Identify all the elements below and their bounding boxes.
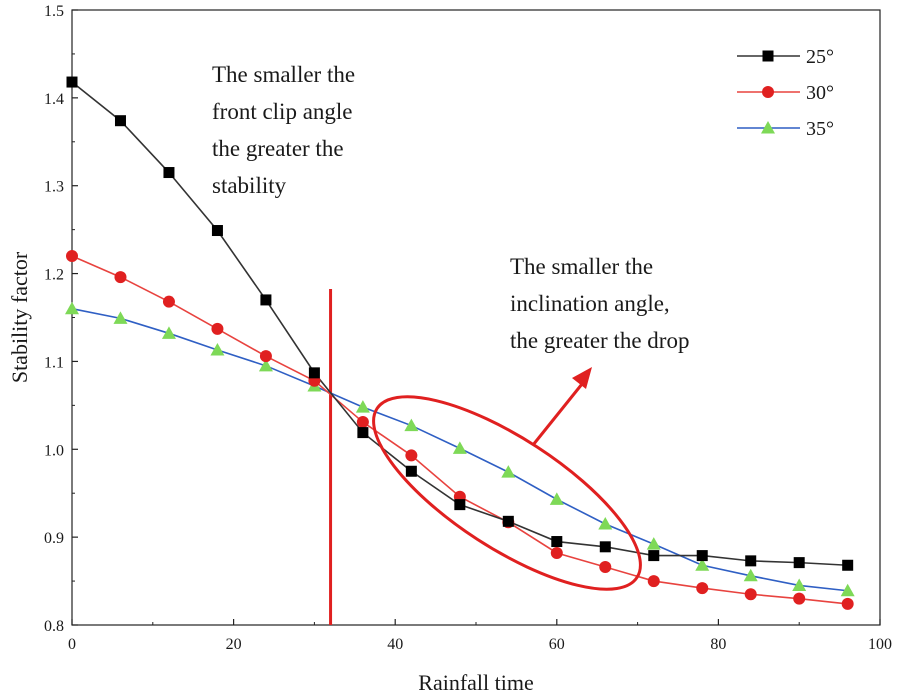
annotation-2-line-1: The smaller the <box>510 254 653 279</box>
series-2-point <box>452 441 467 454</box>
series-1-point <box>550 546 563 559</box>
series-1-point <box>744 588 757 601</box>
series-0-point <box>114 115 126 127</box>
series-0-point <box>454 499 466 511</box>
series-0-point <box>745 555 757 567</box>
legend-label-0: 25° <box>806 46 834 68</box>
series-1-point <box>405 449 418 462</box>
series-0-point <box>260 294 272 306</box>
y-axis-title: Stability factor <box>7 251 32 383</box>
series-0-point <box>502 515 514 527</box>
plot-frame <box>71 9 881 626</box>
series-2-point <box>501 465 516 478</box>
highlight-ellipse <box>372 395 642 591</box>
annotation-arrow-shaft <box>531 383 584 446</box>
series-1-point <box>599 561 612 574</box>
series-1-point <box>647 575 660 588</box>
series-2-point <box>598 516 613 530</box>
axes-group: 0 20 40 60 80 100 0.8 0.9 1.0 1.1 1.2 1.3 1.4 1.5 Rain… <box>7 3 892 695</box>
y-tick-label: 1.0 <box>44 442 64 459</box>
y-tick-label: 1.5 <box>44 3 64 20</box>
legend: 25° 30° 35° <box>737 46 834 140</box>
x-tick-label: 20 <box>226 636 242 653</box>
series-0-point <box>357 427 369 439</box>
series-1-point <box>356 416 369 429</box>
series-2-point <box>258 358 273 372</box>
series-2-point <box>840 583 855 597</box>
series-0-point <box>211 225 223 237</box>
y-tick-label: 0.8 <box>44 618 64 635</box>
legend-marker-0 <box>762 50 774 62</box>
annotation-2-line-3: the greater the drop <box>510 328 689 353</box>
series-2-point <box>646 537 661 550</box>
series-0-point <box>66 76 78 88</box>
series-0-point <box>599 541 611 553</box>
series-0-point <box>696 550 708 562</box>
series-2-point <box>549 492 564 505</box>
highlight-group <box>372 367 642 591</box>
y-tick-label: 0.9 <box>44 530 64 547</box>
annotation-1-line-4: stability <box>212 173 287 198</box>
legend-marker-1 <box>762 86 774 98</box>
series-2-point <box>695 558 710 571</box>
series-0-point <box>308 367 320 379</box>
series-0-point <box>842 559 854 571</box>
legend-label-1: 30° <box>806 82 834 104</box>
annotations-group: The smaller the front clip angle the gre… <box>212 62 689 353</box>
series-2-point <box>65 301 79 315</box>
series-0-point <box>405 465 417 477</box>
series-0-point <box>163 167 175 179</box>
x-tick-label: 0 <box>68 636 76 653</box>
y-tick-label: 1.3 <box>44 179 64 196</box>
series-1-point <box>841 597 854 610</box>
series-2-point <box>792 578 807 591</box>
series-1-point <box>114 271 127 284</box>
series-2-point <box>161 326 176 339</box>
series-1-point <box>162 295 175 308</box>
annotation-1-line-3: the greater the <box>212 136 344 161</box>
series-0-point <box>793 557 805 569</box>
series-2-point <box>743 568 758 582</box>
series-2-point <box>210 343 225 356</box>
x-tick-label: 80 <box>710 636 726 653</box>
annotation-1-line-1: The smaller the <box>212 62 355 87</box>
x-tick-label: 100 <box>868 636 892 653</box>
series-0-point <box>551 536 563 548</box>
annotation-arrowhead <box>572 367 592 389</box>
x-tick-label: 60 <box>549 636 565 653</box>
series-1-point <box>793 592 806 605</box>
series-2-point <box>113 311 128 324</box>
series-1-point <box>66 250 78 262</box>
series-0-point <box>648 550 660 562</box>
legend-marker-2 <box>761 121 775 134</box>
annotation-2-line-2: inclination angle, <box>510 291 670 316</box>
series-group <box>65 76 855 610</box>
legend-label-2: 35° <box>806 118 834 140</box>
series-1-point <box>259 350 272 363</box>
x-tick-label: 40 <box>387 636 403 653</box>
y-tick-label: 1.4 <box>44 91 64 108</box>
x-axis-title: Rainfall time <box>418 670 533 695</box>
series-line-1 <box>71 255 848 605</box>
series-2-point <box>404 418 419 432</box>
series-2-point <box>355 400 370 413</box>
y-tick-label: 1.1 <box>44 354 64 371</box>
series-1-point <box>211 322 224 335</box>
y-tick-label: 1.2 <box>44 267 64 284</box>
annotation-1-line-2: front clip angle <box>212 99 353 124</box>
series-1-point <box>696 582 709 595</box>
